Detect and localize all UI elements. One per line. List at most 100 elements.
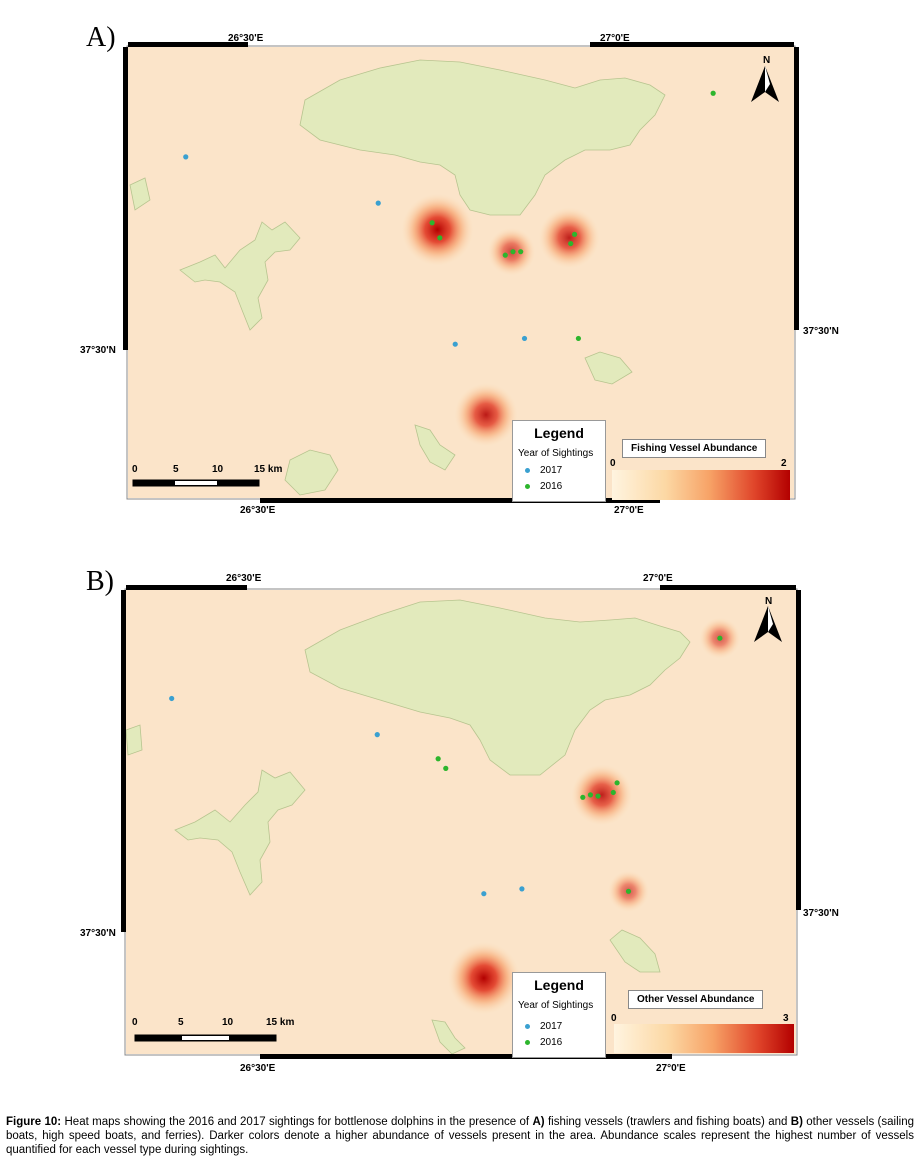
scale-label-5: 5 [178,1017,184,1028]
abundance-min-b: 0 [611,1013,617,1024]
sighting-2016-point [443,765,449,771]
caption-label-a: A) [532,1116,545,1128]
sighting-2017-point [375,200,381,206]
lat-label-right: 37°30'N [803,908,839,919]
legend-dot-2017 [525,467,530,473]
lat-label-left: 37°30'N [80,345,116,356]
sighting-2017-point [374,732,380,738]
frame-border-top [128,42,248,47]
north-arrow-label: N [763,55,771,66]
sighting-2016-point [710,90,716,96]
island-0 [179,221,301,331]
lat-label-left: 37°30'N [80,928,116,939]
lon-label-top-left: 26°30'E [228,33,264,44]
sighting-2016-point [571,231,578,237]
legend-item-2017: 2017 [525,465,562,476]
abundance-color-scale [614,1024,794,1053]
sighting-2017-point [169,695,175,702]
legend-title: Legend [534,977,584,993]
sighting-2017-point [481,891,487,897]
legend-item-2016: 2016 [525,481,562,492]
legend-item-2016: 2016 [525,1037,562,1048]
lon-label-top-right: 27°0'E [643,573,673,584]
frame-border-bottom [260,498,660,503]
sighting-2017-point [183,154,189,160]
frame-border-top [126,585,247,590]
sighting-2016-point [510,249,516,255]
figure-caption: Figure 10: Heat maps showing the 2016 an… [6,1115,914,1157]
sighting-2016-point [580,794,586,800]
legend-subtitle: Year of Sightings [518,1000,594,1011]
map-panel-a: 26°30'E 27°0'E 26°30'E 27°0'E 37°30'N 37… [0,0,920,540]
abundance-color-scale [612,470,790,500]
lat-label-right: 37°30'N [803,326,839,337]
legend-b: Legend Year of Sightings 2017 2016 [512,972,606,1058]
island-0 [174,769,306,896]
abundance-min-a: 0 [610,458,616,469]
lon-label-bottom-right: 27°0'E [656,1063,686,1074]
island-2 [609,929,661,973]
abundance-max-a: 2 [781,458,787,469]
island-3 [584,351,633,385]
lon-label-bottom-left: 26°30'E [240,505,276,516]
sighting-2016-point [568,240,574,247]
island-1 [431,1019,466,1054]
caption-prefix: Figure 10: [6,1116,62,1128]
caption-label-b: B) [790,1116,803,1128]
sighting-2016-point [437,235,443,241]
legend-item-2017: 2017 [525,1021,562,1032]
map-b-canvas [121,585,801,1059]
island-samos [299,59,666,216]
legend-dot-2016 [525,483,530,489]
island-samos [304,599,691,776]
lon-label-top-left: 26°30'E [226,573,262,584]
scale-label-10: 10 [222,1017,234,1028]
abundance-max-b: 3 [783,1013,789,1024]
frame-border-right [794,47,799,330]
map-a-canvas [123,42,799,503]
north-arrow-icon [754,606,768,642]
frame-border-left [121,590,126,932]
island-1 [414,424,456,471]
legend-subtitle: Year of Sightings [518,448,594,459]
heat-spot [401,193,474,266]
sighting-2017-point [521,335,528,342]
scale-label-15km: 15 km [266,1017,295,1028]
legend-dot-2017 [525,1023,530,1029]
scale-label-0: 0 [132,464,138,475]
sighting-2016-point [575,335,582,342]
north-arrow-label: N [765,596,773,607]
north-arrow-icon [751,66,765,102]
panel-a-label: A) [86,22,116,53]
sighting-2016-point [614,780,620,786]
lon-label-bottom-right: 27°0'E [614,505,644,516]
heat-spot [538,207,600,269]
sighting-2016-point [429,220,435,226]
scale-label-5: 5 [173,464,179,475]
heat-spot [447,942,520,1015]
sighting-2017-point [519,886,525,892]
sighting-2016-point [587,792,594,798]
caption-text-3: other vessels (sailing boats, high speed… [6,1116,914,1156]
heat-spot [571,764,633,826]
scale-label-15km: 15 km [254,464,283,475]
legend-title: Legend [534,425,584,441]
scale-label-0: 0 [132,1017,138,1028]
abundance-title-a: Fishing Vessel Abundance [622,439,767,458]
caption-text-2: fishing vessels (trawlers and fishing bo… [544,1116,791,1128]
caption-text-1: Heat maps showing the 2016 and 2017 sigh… [61,1116,533,1128]
sighting-2016-point [502,252,508,258]
panel-b-label: B) [86,566,114,597]
frame-border-left [123,47,128,350]
abundance-title-b: Other Vessel Abundance [628,990,764,1009]
island-3 [126,724,143,756]
sighting-2016-point [610,789,616,796]
sighting-2016-point [717,635,723,641]
map-panel-b: 26°30'E 27°0'E 26°30'E 27°0'E 37°30'N 37… [0,560,920,1100]
lon-label-bottom-left: 26°30'E [240,1063,276,1074]
sighting-2016-point [625,888,632,894]
island-4 [129,177,151,211]
heat-spot [454,383,518,447]
frame-border-right [796,590,801,910]
legend-dot-2016 [525,1039,530,1045]
